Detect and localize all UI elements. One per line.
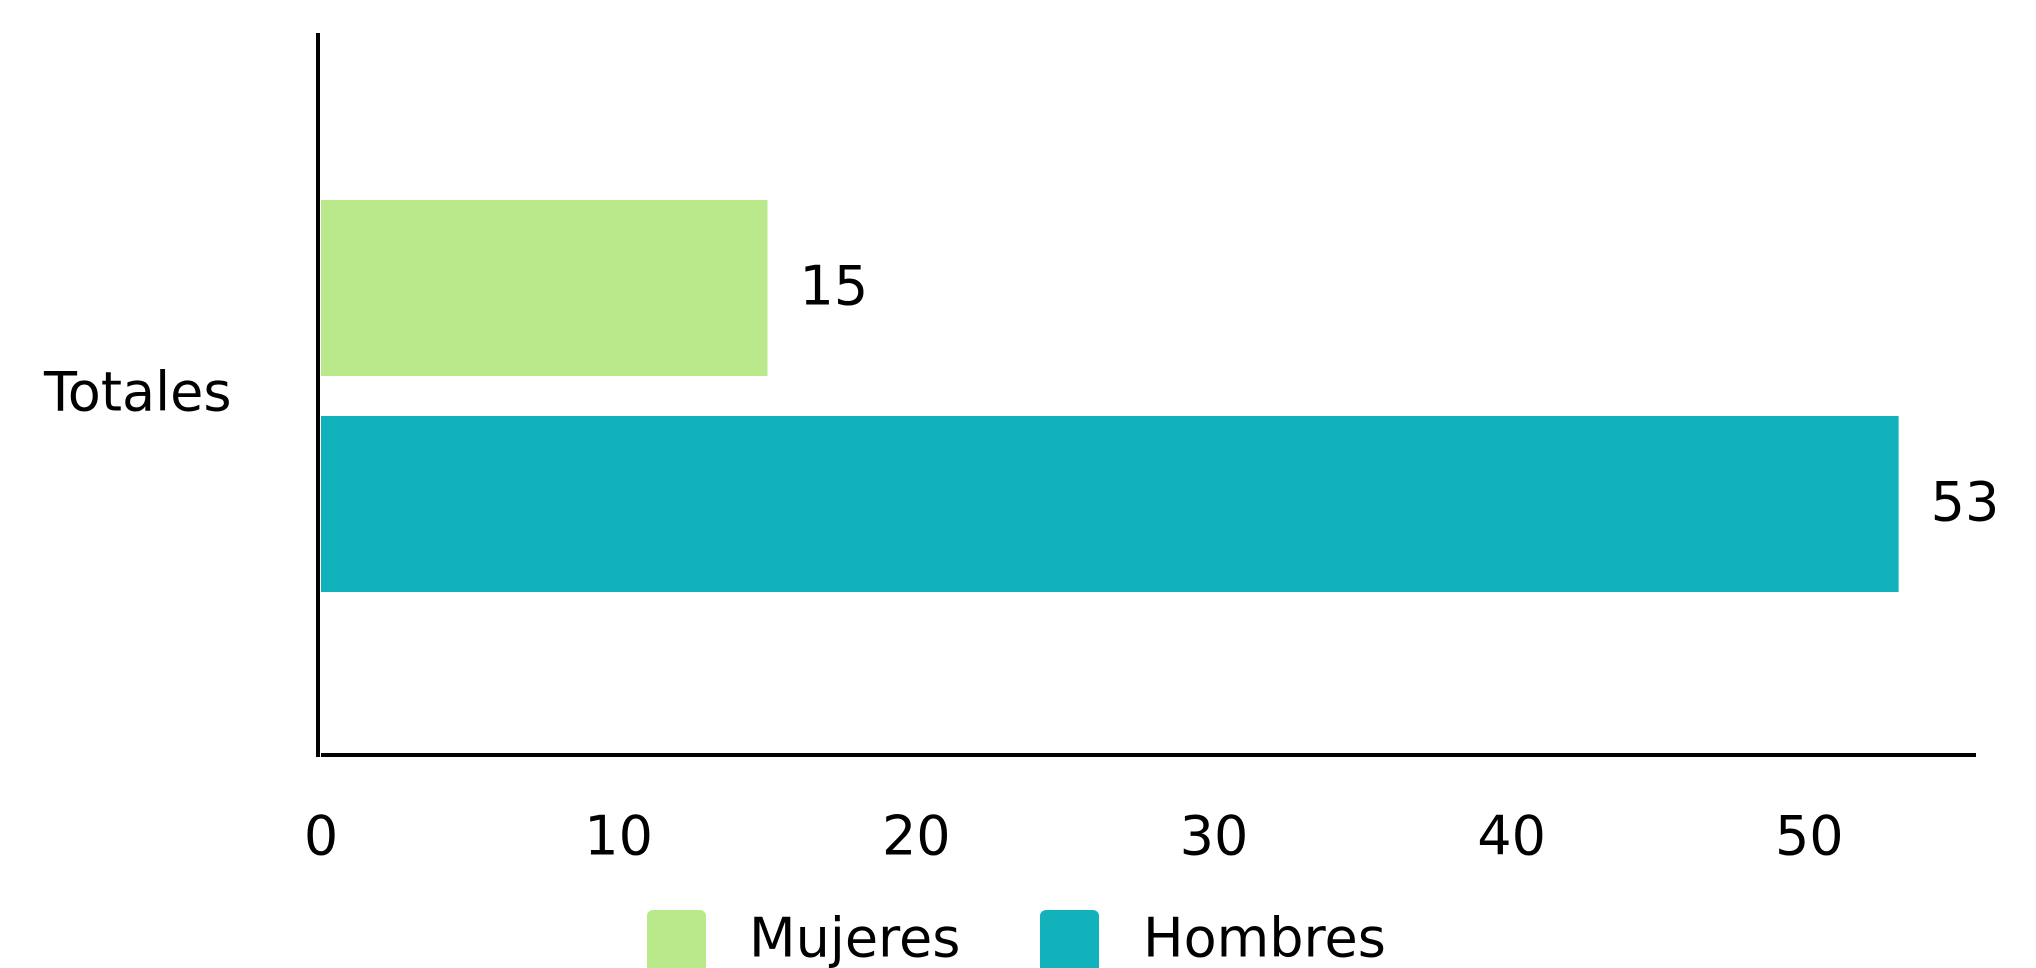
bar <box>321 200 768 376</box>
y-tick-label: Totales <box>43 361 231 424</box>
x-tick-label: 20 <box>882 805 951 868</box>
data-label: 53 <box>1931 471 2000 534</box>
x-tick-label: 10 <box>584 805 653 868</box>
x-tick-label: 30 <box>1180 805 1249 868</box>
x-tick-label: 50 <box>1775 805 1844 868</box>
data-label: 15 <box>799 255 868 318</box>
legend-swatch <box>1040 910 1099 968</box>
x-tick-label: 0 <box>304 805 338 868</box>
legend-label: Hombres <box>1143 907 1386 968</box>
x-tick-label: 40 <box>1477 805 1546 868</box>
legend-swatch <box>647 910 706 968</box>
legend-label: Mujeres <box>749 907 960 968</box>
bar <box>321 416 1899 592</box>
